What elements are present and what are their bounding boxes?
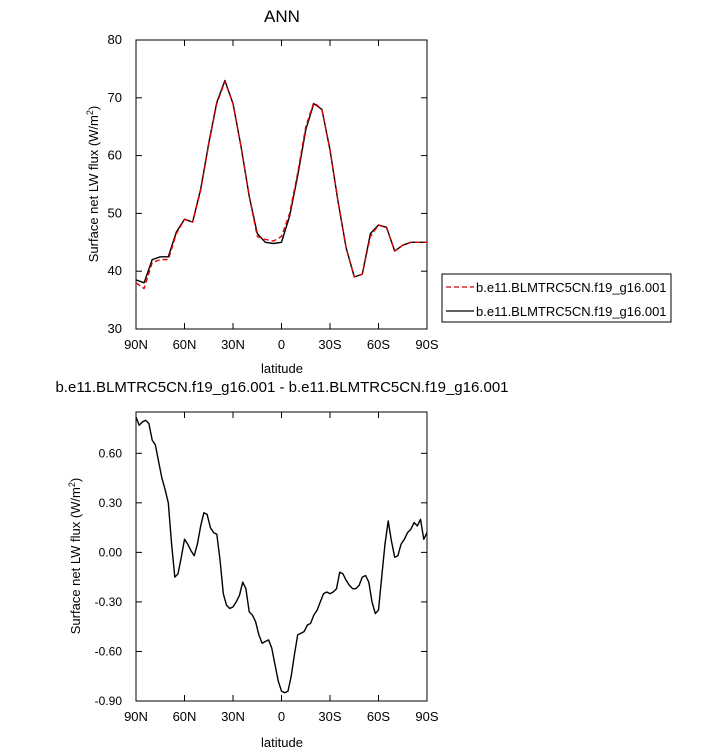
legend-box xyxy=(441,273,672,323)
bottom-x-axis-label: latitude xyxy=(261,735,303,750)
bottom-y-tick-label: 0.60 xyxy=(99,446,123,460)
top-series xyxy=(135,79,427,290)
top-x-axis-label: latitude xyxy=(261,361,303,376)
bottom-y-tick-label: -0.90 xyxy=(95,694,123,708)
top-y-tick-label: 40 xyxy=(108,263,122,278)
top-x-tick-label: 0 xyxy=(278,337,285,352)
bottom-y-tick-label: 0.30 xyxy=(99,496,123,510)
top-y-axis: 30 40 50 60 70 80 xyxy=(108,32,427,336)
top-y-tick-label: 70 xyxy=(108,90,122,105)
top-x-tick-label: 30N xyxy=(221,337,245,352)
top-x-tick-label: 30S xyxy=(318,337,341,352)
top-x-axis: 90N 60N 30N 0 30S 60S 90S xyxy=(124,40,439,352)
bottom-x-tick-label: 90S xyxy=(415,709,438,724)
top-y-axis-label: Surface net LW flux (W/m2) xyxy=(85,106,101,263)
legend: b.e11.BLMTRC5CN.f19_g16.001 b.e11.BLMTRC… xyxy=(441,273,672,323)
bottom-x-tick-label: 60S xyxy=(367,709,390,724)
bottom-chart: b.e11.BLMTRC5CN.f19_g16.001 - b.e11.BLMT… xyxy=(55,379,508,750)
bottom-y-tick-label: -0.60 xyxy=(95,644,123,658)
bottom-y-tick-label: -0.30 xyxy=(95,595,123,609)
top-x-tick-label: 90N xyxy=(124,337,148,352)
bottom-y-tick-label: 0.00 xyxy=(99,545,123,559)
top-chart-title: ANN xyxy=(264,7,300,26)
bottom-y-axis: -0.90 -0.60 -0.30 0.00 0.30 0.60 xyxy=(95,446,427,708)
top-x-tick-label: 60N xyxy=(173,337,197,352)
top-x-tick-label: 90S xyxy=(415,337,438,352)
top-y-tick-label: 50 xyxy=(108,205,122,220)
top-y-tick-label: 80 xyxy=(108,32,122,47)
top-plot-frame xyxy=(135,39,428,330)
bottom-series-line-1 xyxy=(135,416,428,694)
top-x-tick-label: 60S xyxy=(367,337,390,352)
bottom-x-tick-label: 30N xyxy=(221,709,245,724)
top-series-line-1 xyxy=(135,79,427,284)
bottom-x-axis: 90N 60N 30N 0 30S 60S 90S xyxy=(124,412,439,724)
bottom-x-tick-label: 30S xyxy=(318,709,341,724)
bottom-chart-title: b.e11.BLMTRC5CN.f19_g16.001 - b.e11.BLMT… xyxy=(55,379,508,396)
bottom-y-axis-label: Surface net LW flux (W/m2) xyxy=(67,478,83,635)
top-y-tick-label: 60 xyxy=(108,148,122,163)
bottom-x-tick-label: 60N xyxy=(173,709,197,724)
legend-label-1: b.e11.BLMTRC5CN.f19_g16.001 xyxy=(476,280,667,295)
bottom-x-tick-label: 90N xyxy=(124,709,148,724)
bottom-series xyxy=(135,416,428,694)
top-y-tick-label: 30 xyxy=(108,321,122,336)
bottom-x-tick-label: 0 xyxy=(278,709,285,724)
top-series-line-2 xyxy=(135,80,427,290)
top-chart: ANN 90N 60N 30N 0 30S 60S 90S 30 40 50 60 70 80 lat… xyxy=(85,7,672,376)
legend-label-2: b.e11.BLMTRC5CN.f19_g16.001 xyxy=(476,304,667,319)
